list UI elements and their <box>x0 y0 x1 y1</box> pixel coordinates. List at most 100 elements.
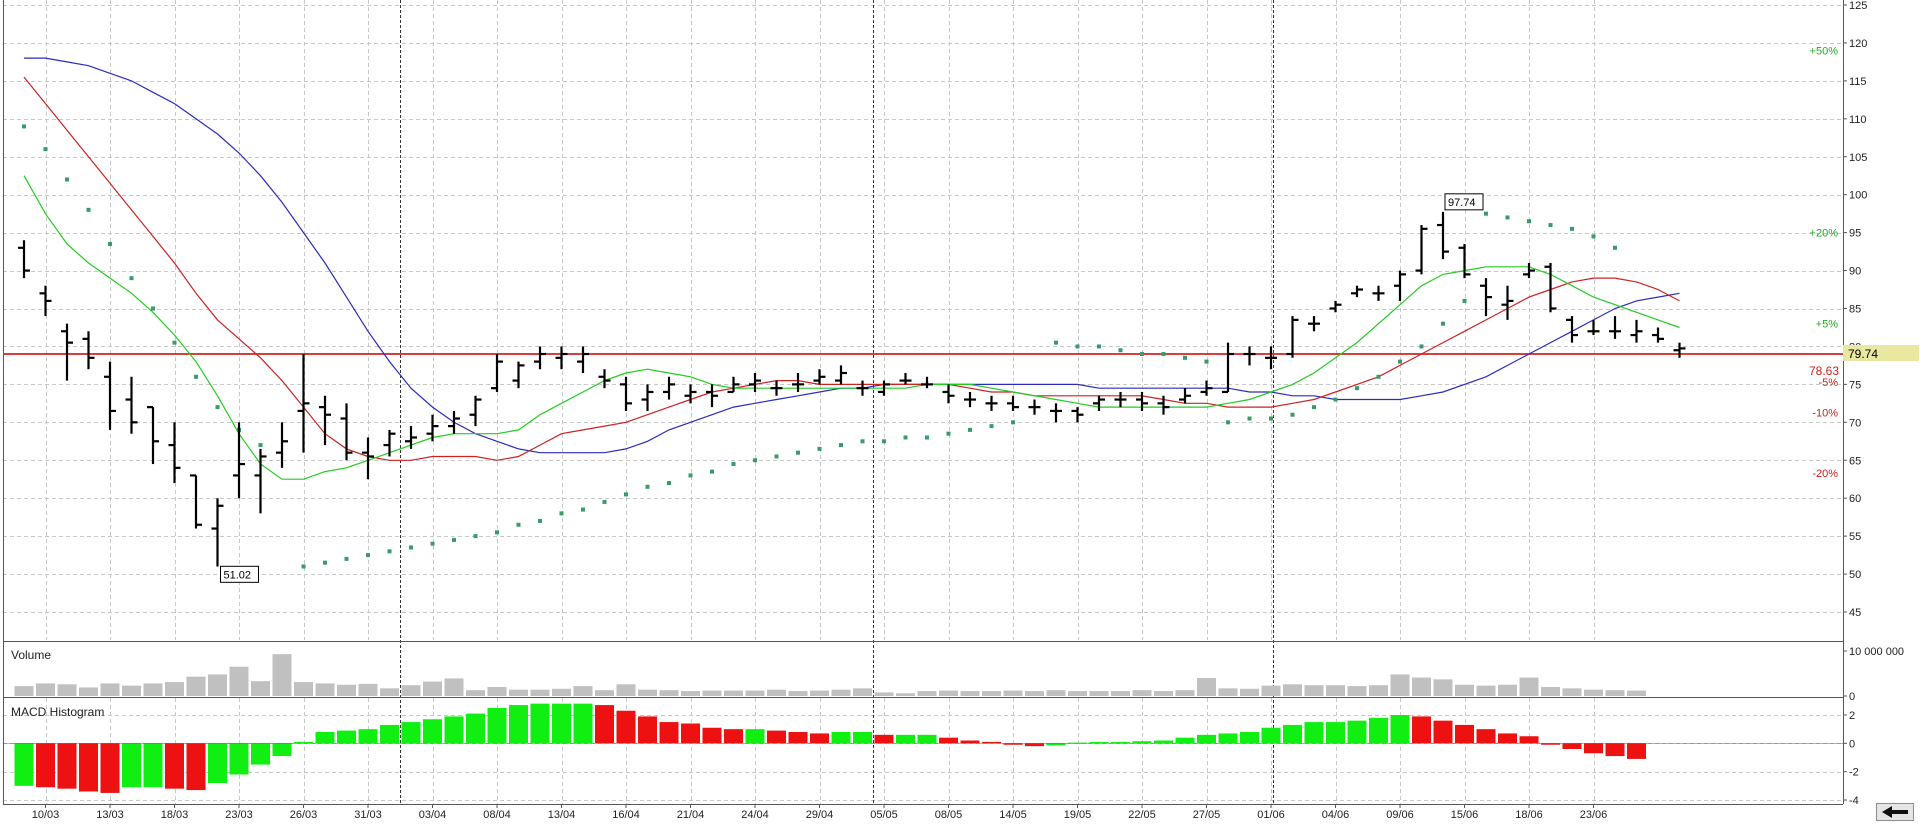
sar-dot <box>1097 344 1101 349</box>
macd-histogram-bar <box>444 716 464 744</box>
macd-panel-title: MACD Histogram <box>11 705 104 719</box>
sar-dot <box>1355 386 1359 391</box>
macd-histogram-bar <box>1283 724 1302 744</box>
macd-histogram-bar <box>1261 727 1281 744</box>
ohlc-bar <box>211 498 224 567</box>
volume-bar <box>100 683 120 696</box>
macd-histogram-bar <box>57 743 77 789</box>
volume-bar <box>1390 674 1410 696</box>
sar-dot <box>516 522 521 527</box>
volume-bar <box>702 690 722 696</box>
ohlc-bar <box>1673 342 1686 358</box>
ohlc-bar <box>1179 388 1191 404</box>
macd-histogram-bar <box>208 743 227 783</box>
macd-histogram-bar <box>1089 741 1109 744</box>
macd-histogram-bar <box>294 741 313 744</box>
sar-dot <box>323 560 327 565</box>
x-tick-label: 22/05 <box>1128 809 1156 821</box>
volume-bar <box>122 685 141 696</box>
sar-dot <box>1054 340 1058 345</box>
ohlc-bar <box>1308 316 1320 332</box>
percent-level-label: +5% <box>1816 319 1839 331</box>
x-tick-label: 29/04 <box>806 809 834 821</box>
ohlc-bar <box>104 361 116 430</box>
moving-average-mid-line <box>23 76 1680 461</box>
macd-histogram-bar <box>14 743 34 786</box>
macd-y-tick-label: -2 <box>1849 767 1859 779</box>
ohlc-bar <box>426 414 439 442</box>
macd-histogram-bar <box>272 743 292 757</box>
ohlc-bar <box>813 369 826 385</box>
ohlc-bar <box>233 422 245 499</box>
volume-bar <box>724 690 743 696</box>
volume-y-tick-label: 10 000 000 <box>1849 646 1904 658</box>
ohlc-bar <box>448 410 460 434</box>
sar-dot <box>1269 416 1273 421</box>
ohlc-bar <box>792 372 804 392</box>
x-tick-label: 26/03 <box>290 809 318 821</box>
volume-bar <box>315 683 335 696</box>
sar-dot <box>473 534 478 539</box>
ohlc-bar <box>319 395 331 446</box>
sar-dot <box>839 443 843 448</box>
x-tick-label: 23/06 <box>1580 809 1608 821</box>
volume-bar <box>917 691 937 696</box>
sar-dot <box>624 492 628 497</box>
price-y-tick-label: 55 <box>1849 531 1861 543</box>
x-tick-label: 01/06 <box>1257 809 1285 821</box>
scroll-left-button[interactable] <box>1876 803 1914 821</box>
volume-bar <box>1068 691 1087 696</box>
price-y-tick-label: 50 <box>1849 569 1861 581</box>
price-y-tick-label: 105 <box>1849 152 1867 164</box>
macd-histogram-bar <box>1025 743 1044 747</box>
ohlc-bar <box>1523 262 1535 279</box>
last-price-box <box>1843 345 1919 361</box>
volume-bar <box>745 690 765 696</box>
ohlc-bar <box>1114 391 1127 408</box>
ohlc-bar <box>835 365 847 385</box>
volume-bar <box>853 688 872 696</box>
volume-bar <box>1541 687 1560 696</box>
ohlc-bar <box>1071 407 1084 423</box>
macd-histogram-bar <box>251 743 270 765</box>
volume-bar <box>423 681 442 696</box>
price-panel: 51.02 97.74 +50% +20% +5% -5% -10% -20% <box>3 46 1843 583</box>
macd-histogram-bar <box>1390 715 1410 744</box>
volume-bar <box>616 684 636 696</box>
arrow-left-icon <box>1882 806 1908 818</box>
ohlc-bar <box>1200 380 1213 396</box>
ohlc-bar <box>921 376 933 389</box>
ohlc-bar <box>340 403 353 461</box>
sar-dot <box>731 462 736 467</box>
ohlc-bar <box>1480 278 1492 317</box>
sar-dot <box>151 306 155 311</box>
sar-dot <box>452 537 456 542</box>
sar-dot <box>301 564 306 569</box>
ohlc-bar <box>190 474 202 529</box>
volume-bar <box>272 654 292 696</box>
macd-histogram-bar <box>1519 736 1539 744</box>
volume-bar <box>1197 678 1216 696</box>
sar-dot <box>129 276 134 281</box>
sar-dot <box>1484 211 1488 216</box>
macd-histogram-bar <box>874 734 894 744</box>
macd-histogram-bar <box>681 723 700 744</box>
sar-dot <box>1441 321 1445 326</box>
volume-bar <box>444 678 464 696</box>
macd-histogram-bar <box>530 703 550 744</box>
sar-dot <box>409 545 413 550</box>
ohlc-bar <box>985 395 998 411</box>
sar-dot <box>946 431 951 436</box>
sar-dot <box>645 484 650 489</box>
sar-dot <box>1118 348 1123 353</box>
ohlc-bar <box>1652 327 1664 343</box>
sar-dot <box>817 446 822 451</box>
sar-dot <box>65 177 69 182</box>
price-y-tick-label: 75 <box>1849 379 1861 391</box>
price-annotation-label: 97.74 <box>1448 197 1476 209</box>
price-y-tick-label: 120 <box>1849 38 1867 50</box>
ohlc-bar <box>663 376 675 400</box>
sar-dot <box>1333 397 1338 402</box>
ohlc-bar <box>1437 211 1449 260</box>
x-tick-label: 09/06 <box>1386 809 1414 821</box>
